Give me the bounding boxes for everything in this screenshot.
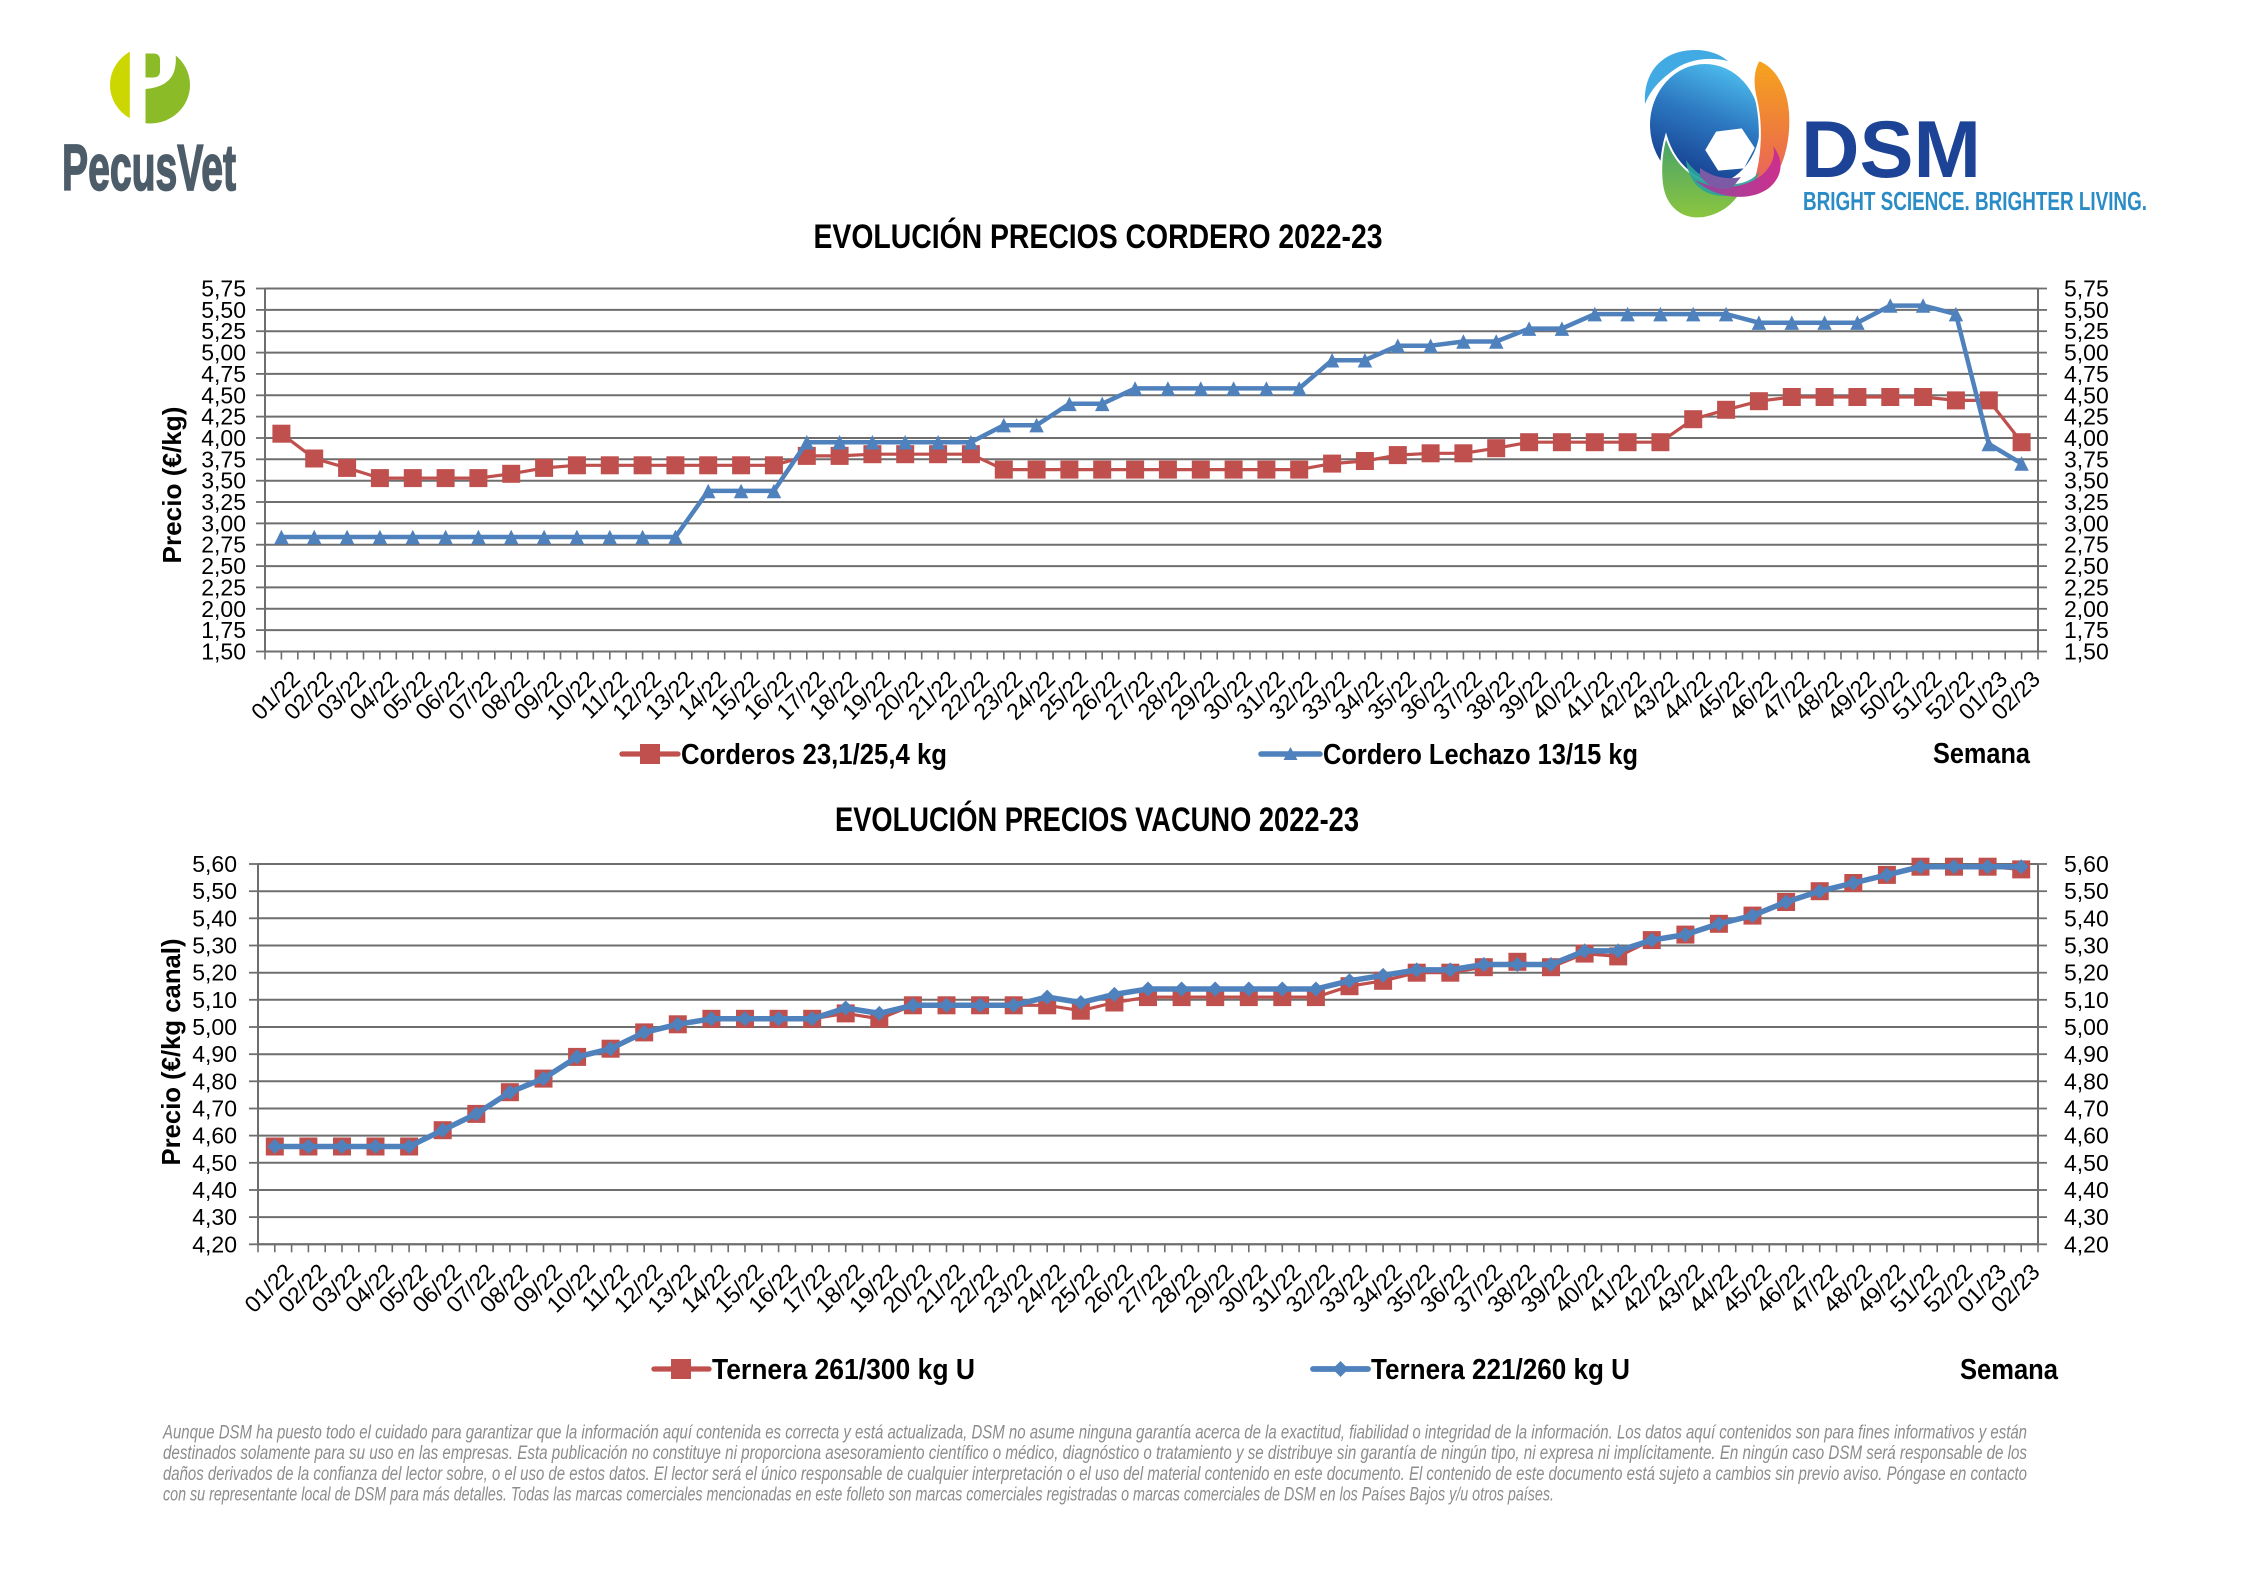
svg-text:5,50: 5,50 <box>2064 878 2109 904</box>
svg-text:Precio (€/kg canal): Precio (€/kg canal) <box>156 939 186 1166</box>
svg-text:3,25: 3,25 <box>2064 489 2109 515</box>
svg-text:DSM: DSM <box>1801 105 1981 195</box>
svg-text:4,20: 4,20 <box>192 1231 237 1257</box>
svg-text:5,00: 5,00 <box>2064 340 2109 366</box>
svg-text:4,40: 4,40 <box>192 1177 237 1203</box>
svg-text:3,75: 3,75 <box>201 446 246 472</box>
svg-text:Cordero Lechazo 13/15 kg: Cordero Lechazo 13/15 kg <box>1323 739 1638 771</box>
svg-text:2,25: 2,25 <box>201 574 246 600</box>
svg-text:2,00: 2,00 <box>201 596 246 622</box>
svg-text:1,50: 1,50 <box>2064 639 2109 665</box>
svg-text:Semana: Semana <box>1933 738 2031 770</box>
svg-text:5,10: 5,10 <box>2064 987 2109 1013</box>
svg-text:4,60: 4,60 <box>192 1123 237 1149</box>
svg-text:4,80: 4,80 <box>192 1068 237 1094</box>
svg-text:5,50: 5,50 <box>2064 297 2109 323</box>
svg-text:1,75: 1,75 <box>201 617 246 643</box>
svg-text:Semana: Semana <box>1960 1354 2059 1386</box>
svg-text:5,60: 5,60 <box>192 851 237 877</box>
svg-text:4,70: 4,70 <box>192 1096 237 1122</box>
svg-text:4,30: 4,30 <box>2064 1204 2109 1230</box>
svg-text:5,25: 5,25 <box>2064 318 2109 344</box>
svg-text:2,50: 2,50 <box>2064 553 2109 579</box>
svg-text:4,00: 4,00 <box>2064 425 2109 451</box>
svg-text:5,20: 5,20 <box>192 960 237 986</box>
svg-text:1,75: 1,75 <box>2064 617 2109 643</box>
svg-text:5,50: 5,50 <box>192 878 237 904</box>
svg-text:4,90: 4,90 <box>192 1041 237 1067</box>
svg-text:4,50: 4,50 <box>2064 1150 2109 1176</box>
svg-text:5,00: 5,00 <box>2064 1014 2109 1040</box>
svg-text:4,75: 4,75 <box>2064 361 2109 387</box>
svg-text:4,40: 4,40 <box>2064 1177 2109 1203</box>
svg-text:4,60: 4,60 <box>2064 1123 2109 1149</box>
svg-text:Precio (€/kg): Precio (€/kg) <box>157 407 187 564</box>
svg-text:4,90: 4,90 <box>2064 1041 2109 1067</box>
svg-text:2,75: 2,75 <box>2064 532 2109 558</box>
svg-text:5,10: 5,10 <box>192 987 237 1013</box>
svg-text:3,50: 3,50 <box>2064 468 2109 494</box>
svg-text:5,50: 5,50 <box>201 297 246 323</box>
svg-text:2,00: 2,00 <box>2064 596 2109 622</box>
svg-text:4,50: 4,50 <box>2064 382 2109 408</box>
svg-text:5,40: 5,40 <box>2064 905 2109 931</box>
svg-text:Ternera 221/260 kg U: Ternera 221/260 kg U <box>1371 1354 1630 1386</box>
svg-text:2,75: 2,75 <box>201 532 246 558</box>
svg-text:3,75: 3,75 <box>2064 446 2109 472</box>
svg-text:Ternera 261/300 kg U: Ternera 261/300 kg U <box>712 1354 975 1386</box>
svg-text:Aunque DSM ha puesto todo el c: Aunque DSM ha puesto todo el cuidado par… <box>162 1423 2027 1444</box>
svg-text:5,40: 5,40 <box>192 905 237 931</box>
svg-text:4,20: 4,20 <box>2064 1231 2109 1257</box>
svg-text:EVOLUCIÓN PRECIOS VACUNO 2022-: EVOLUCIÓN PRECIOS VACUNO 2022-23 <box>835 801 1359 839</box>
svg-text:4,50: 4,50 <box>201 382 246 408</box>
svg-text:destinados solamente para su u: destinados solamente para su uso en las … <box>163 1443 2027 1464</box>
svg-text:Corderos 23,1/25,4 kg: Corderos 23,1/25,4 kg <box>681 739 947 771</box>
svg-text:4,25: 4,25 <box>201 404 246 430</box>
svg-text:4,75: 4,75 <box>201 361 246 387</box>
svg-text:5,75: 5,75 <box>2064 276 2109 302</box>
svg-text:4,00: 4,00 <box>201 425 246 451</box>
svg-text:2,50: 2,50 <box>201 553 246 579</box>
svg-text:4,80: 4,80 <box>2064 1068 2109 1094</box>
svg-text:5,30: 5,30 <box>192 933 237 959</box>
svg-text:5,60: 5,60 <box>2064 851 2109 877</box>
svg-text:4,30: 4,30 <box>192 1204 237 1230</box>
svg-text:daños derivados de la confianz: daños derivados de la confianza del lect… <box>163 1464 2027 1485</box>
svg-text:5,00: 5,00 <box>192 1014 237 1040</box>
svg-text:5,75: 5,75 <box>201 276 246 302</box>
svg-text:1,50: 1,50 <box>201 639 246 665</box>
svg-text:con su representante local de: con su representante local de DSM para m… <box>163 1485 1554 1506</box>
svg-text:BRIGHT SCIENCE. BRIGHTER LIVIN: BRIGHT SCIENCE. BRIGHTER LIVING. <box>1803 186 2147 216</box>
svg-text:5,20: 5,20 <box>2064 960 2109 986</box>
svg-text:5,30: 5,30 <box>2064 933 2109 959</box>
svg-text:3,25: 3,25 <box>201 489 246 515</box>
svg-text:3,50: 3,50 <box>201 468 246 494</box>
svg-text:4,25: 4,25 <box>2064 404 2109 430</box>
svg-text:2,25: 2,25 <box>2064 574 2109 600</box>
svg-text:4,70: 4,70 <box>2064 1096 2109 1122</box>
svg-text:PecusVet: PecusVet <box>62 131 236 204</box>
svg-text:4,50: 4,50 <box>192 1150 237 1176</box>
svg-text:3,00: 3,00 <box>2064 510 2109 536</box>
svg-text:3,00: 3,00 <box>201 510 246 536</box>
svg-text:5,00: 5,00 <box>201 340 246 366</box>
svg-text:5,25: 5,25 <box>201 318 246 344</box>
svg-text:EVOLUCIÓN PRECIOS CORDERO 2022: EVOLUCIÓN PRECIOS CORDERO 2022-23 <box>814 218 1383 256</box>
